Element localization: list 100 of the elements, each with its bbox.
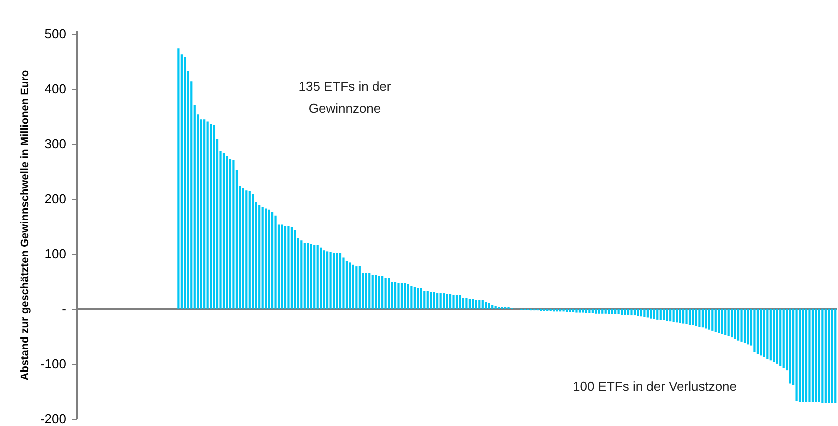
bar <box>789 308 792 384</box>
bar <box>232 160 235 309</box>
bar <box>336 253 338 309</box>
bar <box>252 194 254 309</box>
bar <box>578 308 582 313</box>
bar <box>268 210 270 309</box>
bar <box>698 308 701 328</box>
bar <box>576 308 578 313</box>
bar <box>430 292 432 309</box>
bar <box>378 276 380 309</box>
bar <box>618 308 620 314</box>
bar <box>630 308 633 316</box>
bar <box>614 308 617 314</box>
bar <box>459 295 462 309</box>
bar <box>372 275 374 309</box>
bar <box>485 302 488 309</box>
bar <box>588 308 591 314</box>
bar <box>688 308 692 326</box>
bar <box>433 292 436 309</box>
bar <box>414 287 416 309</box>
bar <box>770 308 772 361</box>
bar <box>314 245 316 309</box>
bar <box>634 308 636 316</box>
bar <box>288 226 290 309</box>
bar <box>284 226 287 309</box>
bar <box>692 308 694 326</box>
bar <box>640 308 643 317</box>
bar <box>624 308 626 315</box>
bar <box>294 230 296 309</box>
bar <box>712 308 714 331</box>
bar <box>637 308 640 316</box>
bar <box>824 308 827 404</box>
bar <box>602 308 604 314</box>
bar <box>611 308 614 314</box>
bar <box>592 308 594 314</box>
bar <box>307 243 310 309</box>
bar <box>627 308 630 315</box>
bar <box>456 295 458 309</box>
bar <box>323 250 326 309</box>
bar <box>375 275 378 309</box>
bar <box>330 252 332 309</box>
bar <box>744 308 746 344</box>
bar <box>620 308 624 315</box>
y-axis-title: Abstand zur geschätzten Gewinnschwelle in Millionen Euro <box>19 70 32 381</box>
bar <box>776 308 778 364</box>
bar <box>782 308 785 368</box>
bar <box>763 308 766 358</box>
y-tick-label: -200 <box>40 412 66 426</box>
bar <box>468 299 471 309</box>
bar <box>670 308 672 322</box>
bar <box>660 308 662 320</box>
bar <box>204 120 206 309</box>
bar <box>718 308 720 334</box>
bar <box>178 48 180 309</box>
bar <box>805 308 808 402</box>
y-tick-label: - <box>62 301 66 316</box>
bar <box>352 264 354 309</box>
bar <box>274 216 277 309</box>
annotation: 135 ETFs in der Gewinnzone <box>298 79 392 116</box>
bar <box>248 191 251 309</box>
bar <box>796 308 798 402</box>
bar <box>608 308 610 314</box>
bar <box>382 276 384 309</box>
bar <box>440 294 442 309</box>
bar <box>682 308 685 324</box>
bar <box>488 303 490 309</box>
bar <box>585 308 588 314</box>
bar <box>766 308 769 360</box>
bar <box>407 284 410 309</box>
bar <box>754 308 756 352</box>
bar <box>388 278 390 309</box>
bar <box>384 278 387 309</box>
bar <box>798 308 802 402</box>
bar <box>702 308 704 328</box>
bar <box>653 308 656 320</box>
bar <box>705 308 708 329</box>
bar <box>644 308 646 318</box>
bar <box>346 261 348 309</box>
bar <box>569 308 572 312</box>
bar <box>562 308 565 312</box>
bar <box>831 308 834 404</box>
bar <box>834 308 837 404</box>
bar <box>695 308 698 326</box>
bar <box>339 253 342 309</box>
bar <box>812 308 814 402</box>
bar <box>747 308 750 345</box>
bar <box>229 159 232 309</box>
bar <box>290 227 294 309</box>
bar <box>226 156 228 309</box>
y-tick-label: 400 <box>44 81 66 96</box>
bar <box>394 282 397 309</box>
bar <box>494 306 497 309</box>
bar <box>466 298 468 309</box>
y-tick-label: 200 <box>44 191 66 206</box>
bar <box>728 308 730 336</box>
bar <box>737 308 740 341</box>
annotation: 100 ETFs in der Verlustzone <box>572 379 738 394</box>
bar <box>326 252 329 309</box>
bar <box>478 300 481 309</box>
y-tick-label: 500 <box>44 26 66 42</box>
